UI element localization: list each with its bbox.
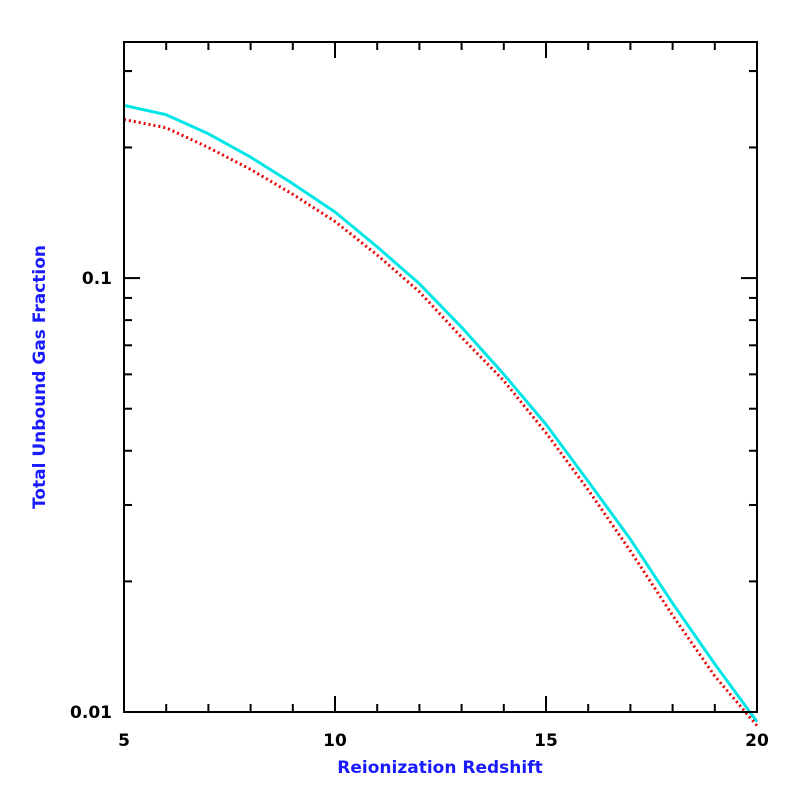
x-tick-label: 10 bbox=[323, 731, 347, 751]
x-tick-label: 15 bbox=[534, 731, 558, 751]
tick-labels: 5 10 15 20 0.01 0.1 bbox=[70, 269, 769, 751]
y-axis-label: Total Unbound Gas Fraction bbox=[30, 245, 50, 509]
series-solid-line bbox=[123, 103, 759, 723]
y-tick-label: 0.1 bbox=[82, 269, 112, 289]
y-tick-label: 0.01 bbox=[70, 703, 112, 723]
series-layer bbox=[123, 103, 759, 727]
series-dotted-line bbox=[123, 118, 759, 727]
x-axis-label: Reionization Redshift bbox=[337, 758, 542, 778]
plot-frame bbox=[123, 41, 758, 713]
x-tick-label: 5 bbox=[118, 731, 130, 751]
axis-ticks bbox=[123, 42, 758, 713]
x-tick-label: 20 bbox=[745, 731, 769, 751]
